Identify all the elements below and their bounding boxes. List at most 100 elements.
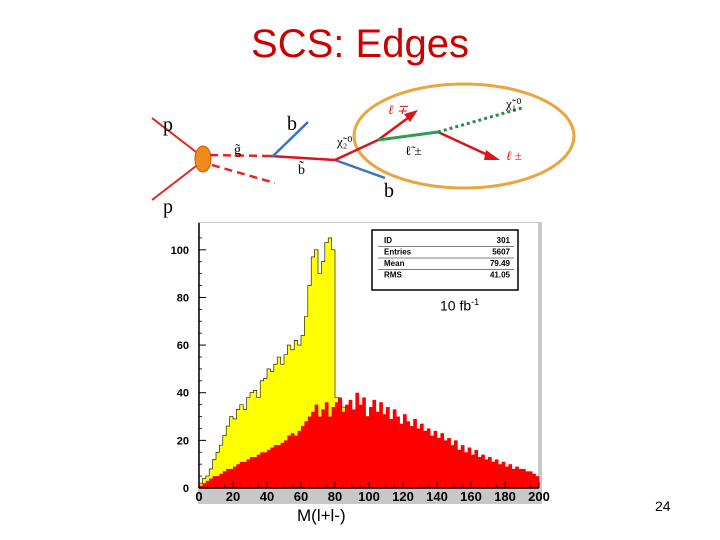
squark-line	[211, 163, 276, 185]
histogram-bin	[331, 407, 336, 488]
histogram-bin	[501, 461, 506, 488]
label-lepton-top: ℓ ∓	[388, 102, 409, 117]
neutralino-dotted-line	[437, 106, 523, 134]
x-tick-label: 80	[328, 489, 342, 504]
stats-box-frame	[371, 229, 519, 291]
y-tick-label: 20	[177, 435, 189, 447]
histogram-bin	[488, 457, 492, 488]
histogram-bin	[498, 464, 502, 488]
histogram-bin	[450, 445, 455, 488]
stats-box: ID 301 Entries 5607 Mean 79.49 RMS 41.05	[371, 229, 519, 291]
x-tick-label: 120	[392, 489, 414, 504]
histogram-bin	[256, 397, 261, 488]
histogram-bin	[311, 411, 315, 488]
histogram-bin	[471, 454, 475, 488]
histogram-bin	[236, 409, 241, 488]
histogram-bin	[216, 476, 220, 488]
histogram-bin	[233, 466, 237, 488]
luminosity-exponent: -1	[471, 297, 480, 307]
histogram-bin	[209, 478, 213, 488]
histogram-bin	[294, 435, 298, 488]
histogram-bin	[250, 457, 254, 488]
histogram-bin	[331, 249, 336, 488]
sbottom-line	[269, 154, 336, 162]
histogram-bin	[229, 416, 234, 488]
histogram-bin	[518, 468, 523, 488]
stats-value: 301	[497, 236, 511, 245]
stats-value: 79.49	[490, 259, 511, 268]
histogram-bin	[236, 464, 241, 488]
histogram-bin	[280, 364, 285, 488]
histogram-bin	[226, 468, 230, 488]
stats-value: 5607	[492, 248, 510, 257]
label-gluino: g̃	[234, 143, 241, 158]
histogram-bin	[256, 454, 261, 488]
histogram-bin	[532, 473, 536, 488]
histogram-bin	[328, 237, 332, 488]
x-tick-label: 0	[195, 489, 202, 504]
histogram-bin	[505, 466, 509, 488]
histogram-bin	[454, 440, 458, 488]
y-tick-label: 40	[177, 388, 189, 400]
histogram-bin	[477, 457, 482, 488]
chi2-line	[334, 138, 379, 162]
luminosity-value: 10 fb	[440, 297, 472, 314]
histogram-bin	[389, 418, 394, 488]
histogram-bin	[416, 428, 421, 488]
x-tick-label: 20	[226, 489, 240, 504]
histogram-bin	[239, 461, 244, 488]
histogram-bin	[280, 442, 285, 488]
x-tick-label: 160	[460, 489, 482, 504]
histogram-bin	[270, 447, 275, 488]
red-series	[199, 392, 540, 488]
histogram-bin	[369, 407, 373, 488]
histogram-bin	[270, 371, 275, 488]
histogram-bin	[457, 449, 462, 488]
histogram-bin	[314, 404, 319, 488]
histogram-bin	[399, 423, 404, 488]
histogram-bin	[324, 242, 329, 488]
histogram-bin	[409, 426, 414, 488]
histogram-bin	[535, 476, 540, 488]
label-p-bottom: p	[163, 196, 173, 218]
histogram-bin	[358, 404, 363, 488]
histogram-bin	[297, 345, 302, 488]
histogram: 0 20 40 60 80 100 120 140 160 180 200 0 20 40 60 80 100…	[171, 222, 550, 504]
lepton-bottom-arrow	[484, 150, 500, 160]
histogram-bin	[250, 392, 254, 488]
histogram-bin	[528, 471, 533, 488]
histogram-bin	[273, 445, 278, 488]
histogram-bin	[525, 471, 530, 488]
histogram-bin	[447, 437, 451, 488]
proton-line-bottom	[151, 162, 201, 201]
decay-ellipse	[352, 82, 576, 190]
x-tick-label: 60	[294, 489, 308, 504]
histogram-bin	[511, 468, 516, 488]
histogram-bin	[243, 409, 247, 488]
histogram-bin	[426, 428, 431, 488]
histogram-bin	[365, 416, 370, 488]
histogram-bin	[464, 452, 468, 488]
histogram-bin	[338, 397, 343, 488]
b-jet-bottom	[334, 158, 386, 180]
histogram-bin	[423, 430, 428, 488]
histogram-bin	[222, 471, 227, 488]
gluino-line	[209, 153, 271, 158]
histogram-bin	[284, 354, 288, 488]
stats-label: ID	[384, 236, 392, 245]
histogram-bin	[443, 440, 448, 488]
histogram-bin	[287, 345, 292, 488]
label-p-top: p	[163, 114, 173, 136]
histogram-bin	[522, 468, 526, 488]
x-tick-label: 40	[260, 489, 274, 504]
histogram-bin	[362, 397, 366, 488]
histogram-bin	[413, 418, 417, 488]
histogram-bin	[205, 480, 210, 488]
histogram-bin	[277, 357, 281, 488]
decay-diagram: p p g̃ b̃ b b χ̃₂⁰ ℓ ∓ ℓ̃ ± ℓ ± χ̃₁⁰	[151, 82, 576, 218]
y-tick-label: 80	[177, 292, 189, 304]
histogram-bin	[287, 435, 292, 488]
histogram-bin	[260, 452, 264, 488]
x-tick-label: 180	[494, 489, 516, 504]
